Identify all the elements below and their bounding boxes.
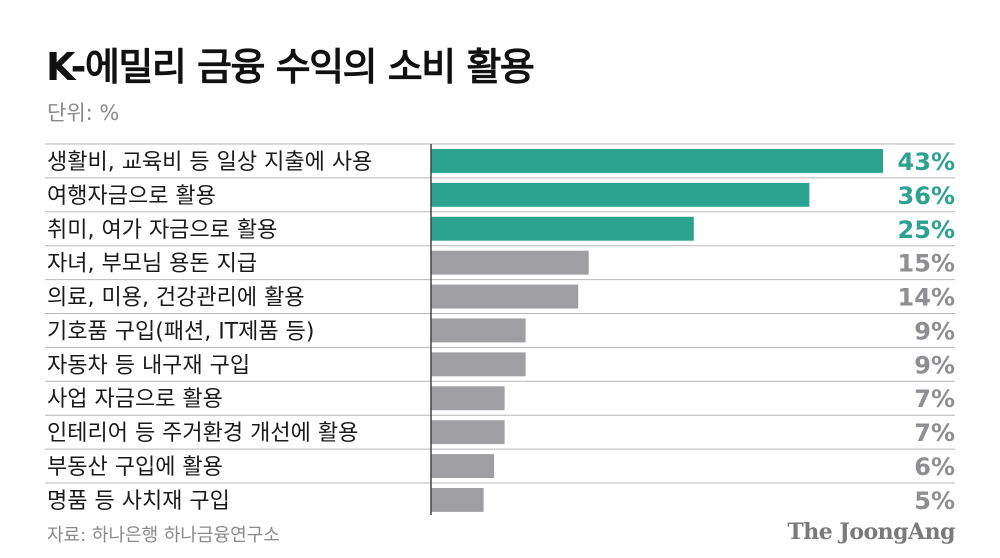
bar xyxy=(431,420,505,445)
value-label: 25% xyxy=(898,216,955,244)
category-label: 여행자금으로 활용 xyxy=(47,184,216,209)
value-label: 9% xyxy=(914,351,955,379)
unit-label: 단위: % xyxy=(47,101,120,125)
value-label: 7% xyxy=(914,385,955,413)
category-label: 취미, 여가 자금으로 활용 xyxy=(47,218,277,243)
chart-title: K-에밀리 금융 수익의 소비 활용 xyxy=(46,45,535,89)
value-label: 14% xyxy=(898,284,955,312)
bar xyxy=(431,318,526,343)
bar xyxy=(431,149,883,173)
category-label: 사업 자금으로 활용 xyxy=(47,387,223,412)
value-label: 9% xyxy=(914,317,955,345)
bar xyxy=(431,216,694,241)
value-label: 15% xyxy=(898,250,955,278)
bar xyxy=(431,454,495,478)
brand-logo: The JoongAng xyxy=(787,519,955,545)
category-label: 인테리어 등 주거환경 개선에 활용 xyxy=(47,421,358,446)
bar xyxy=(431,352,526,377)
value-label: 6% xyxy=(914,453,955,481)
category-label: 기호품 구입(패션, IT제품 등) xyxy=(47,319,314,344)
source-note: 자료: 하나은행 하나금융연구소 xyxy=(47,525,280,546)
value-label: 7% xyxy=(914,419,955,447)
category-label: 생활비, 교육비 등 일상 지출에 사용 xyxy=(47,150,372,175)
value-label: 36% xyxy=(898,182,955,210)
bar xyxy=(431,386,505,411)
category-label: 명품 등 사치재 구입 xyxy=(47,489,230,514)
bar xyxy=(431,488,484,512)
category-label: 자동차 등 내구재 구입 xyxy=(47,353,250,378)
value-label: 5% xyxy=(914,487,955,515)
bar xyxy=(431,250,589,275)
bar xyxy=(431,284,579,309)
bar xyxy=(431,182,810,207)
category-label: 부동산 구입에 활용 xyxy=(47,455,223,480)
category-label: 의료, 미용, 건강관리에 활용 xyxy=(47,286,305,311)
category-label: 자녀, 부모님 용돈 지급 xyxy=(47,252,257,277)
value-label: 43% xyxy=(898,148,955,176)
